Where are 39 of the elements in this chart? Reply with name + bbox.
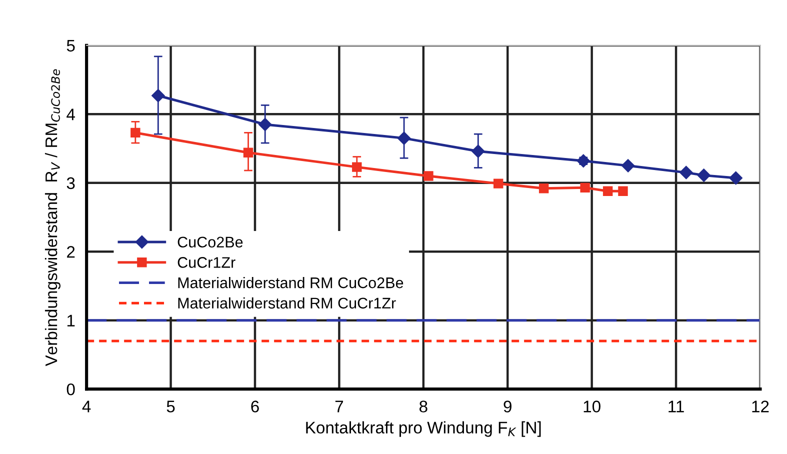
point <box>352 162 362 172</box>
point <box>697 168 710 182</box>
y-tick-label: 0 <box>66 383 75 396</box>
x-tick-label: 8 <box>419 400 428 412</box>
x-tick-label: 12 <box>752 400 769 412</box>
point <box>576 154 590 168</box>
point <box>243 148 254 158</box>
point <box>130 128 140 138</box>
point <box>729 171 742 185</box>
x-tick-label: 11 <box>668 400 684 412</box>
y-tick-label: 2 <box>67 246 75 258</box>
point <box>602 186 613 196</box>
y-tick-label: 5 <box>66 40 75 52</box>
point <box>258 118 272 132</box>
point <box>580 182 590 193</box>
point <box>493 178 504 188</box>
x-tick-label: 4 <box>82 400 91 412</box>
x-tick-label: 6 <box>251 400 259 412</box>
point <box>621 159 635 172</box>
point <box>152 88 165 102</box>
point <box>618 186 628 196</box>
legend-label: Materialwiderstand RM CuCo2Be <box>178 277 404 288</box>
point <box>538 184 549 194</box>
y-tick-label: 3 <box>66 177 75 190</box>
point <box>397 132 411 145</box>
x-axis-title: Kontaktkraft pro Windung F$_{K}$ [N] <box>306 421 541 437</box>
y-tick-label: 4 <box>66 108 75 120</box>
x-tick-label: 5 <box>166 400 175 412</box>
legend-label: Materialwiderstand RM CuCr1Zr <box>178 297 396 309</box>
y-axis-title: Verbindungswiderstand R$_{V}$ / RM$_{CuCo2Be}$ <box>44 69 61 366</box>
point <box>472 144 485 158</box>
x-tick-label: 7 <box>335 400 343 412</box>
x-tick-label: 10 <box>584 400 600 412</box>
point <box>424 171 434 181</box>
y-tick-label: 1 <box>67 314 75 326</box>
x-tick-label: 9 <box>504 400 512 412</box>
point <box>680 166 693 180</box>
legend-label: CuCr1Zr <box>178 257 236 268</box>
legend-label: CuCo2Be <box>178 236 243 248</box>
